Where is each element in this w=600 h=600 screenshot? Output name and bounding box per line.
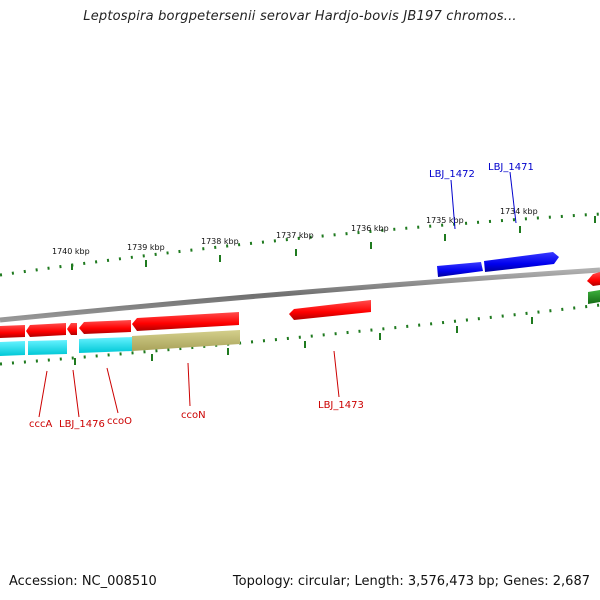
scale-label: 1734 kbp [500, 207, 538, 216]
upper-tick-ring [0, 212, 600, 277]
gene-label-ccca: cccA [29, 419, 52, 430]
gene-label-ccoo: ccoO [107, 416, 132, 427]
scale-label: 1739 kbp [127, 243, 165, 252]
gene-ccoo [79, 320, 131, 334]
map-title: Leptospira borgpetersenii serovar Hardjo… [83, 9, 517, 24]
gene-lbj1476 [67, 323, 77, 335]
feature-khaki-ccon [132, 330, 240, 351]
scale-label: 1736 kbp [351, 224, 389, 233]
gene-ccon [132, 312, 239, 331]
reverse-genes [0, 300, 371, 338]
accession-text: Accession: NC_008510 [9, 574, 157, 589]
gene-lbj1471 [484, 252, 559, 272]
gene-lbj1472 [437, 262, 483, 277]
gene-labels: cccA LBJ_1476 ccoO ccoN LBJ_1473 LBJ_147… [29, 162, 534, 430]
upper-major-ticks [71, 216, 596, 270]
gene-label-lbj1471: LBJ_1471 [488, 162, 534, 173]
scale-label: 1737 kbp [276, 231, 314, 240]
lower-tick-ring [0, 303, 600, 366]
leader-lines [38, 171, 517, 418]
lower-major-ticks [74, 317, 533, 365]
forward-genes [437, 252, 600, 304]
feature-track [0, 330, 240, 356]
scale-label: 1740 kbp [52, 247, 90, 256]
gene-lbj1473 [289, 300, 371, 320]
gene-green-right [588, 290, 600, 304]
gene-red-left [0, 325, 25, 338]
scale-label: 1735 kbp [426, 216, 464, 225]
scale-labels: 1740 kbp 1739 kbp 1738 kbp 1737 kbp 1736… [52, 207, 538, 256]
gene-red-right [587, 272, 600, 286]
feature-cyan-ccca [28, 340, 67, 355]
feature-cyan-left [0, 341, 25, 356]
gene-label-lbj1473: LBJ_1473 [318, 400, 364, 411]
gene-label-ccon: ccoN [181, 410, 206, 421]
topology-text: Topology: circular; Length: 3,576,473 bp… [232, 574, 590, 589]
gene-ccca [26, 323, 66, 337]
gene-label-lbj1472: LBJ_1472 [429, 169, 475, 180]
feature-cyan-ccoo [79, 337, 132, 353]
chromosome-backbone [0, 267, 600, 323]
scale-label: 1738 kbp [201, 237, 239, 246]
gene-label-lbj1476: LBJ_1476 [59, 419, 105, 430]
